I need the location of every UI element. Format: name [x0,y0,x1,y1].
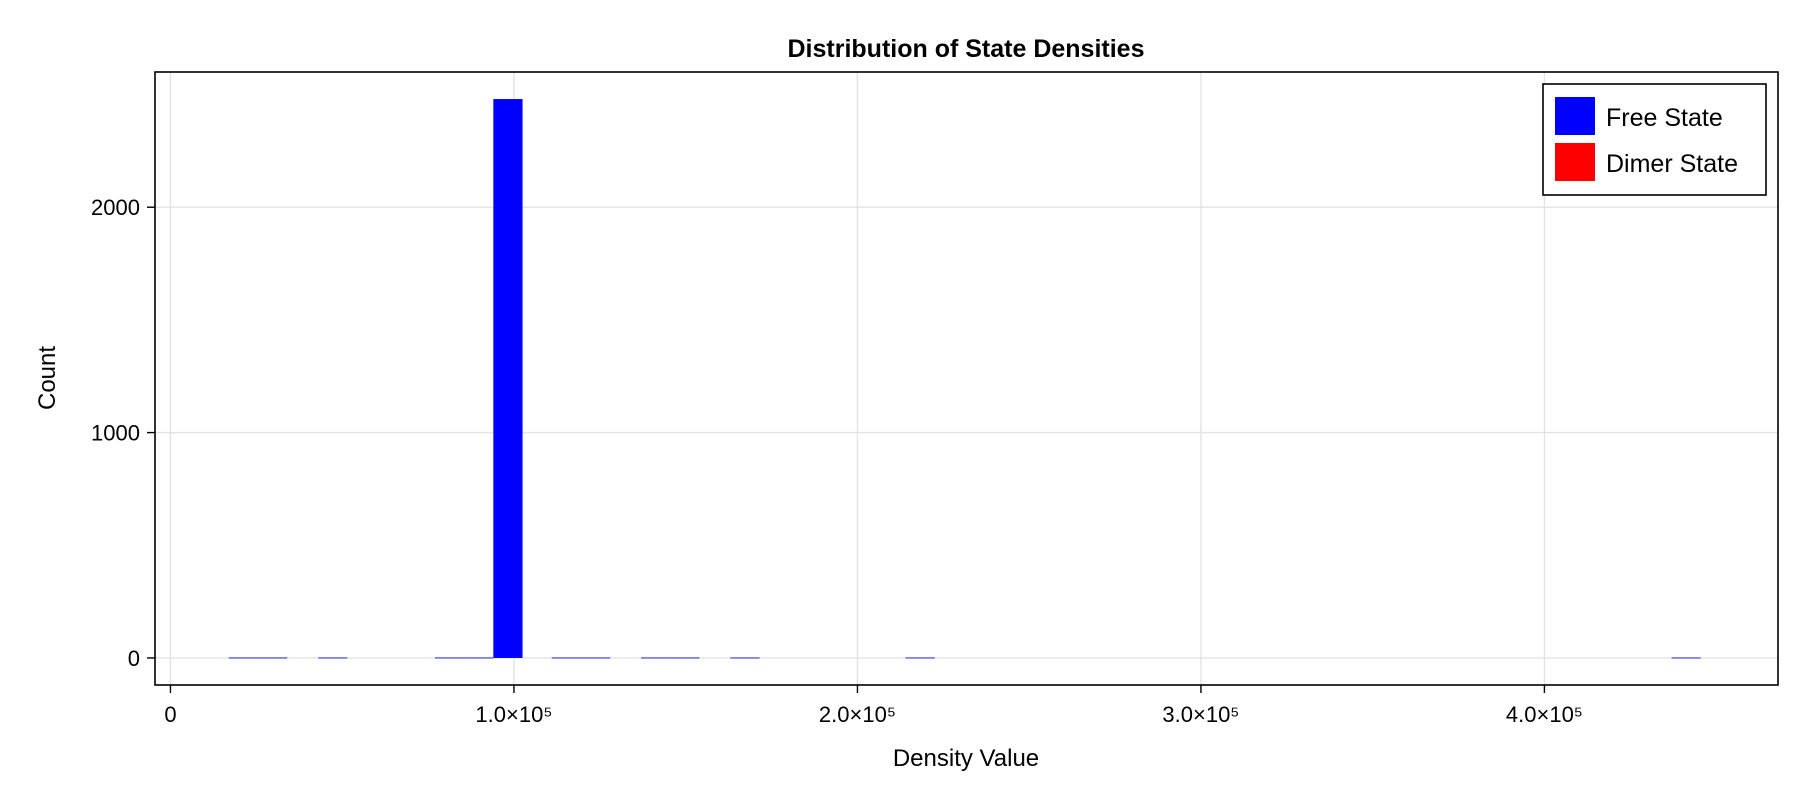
legend-item-free-state: Free State [1555,97,1723,135]
y-tick-label: 2000 [91,195,140,220]
x-tick-label: 1.0×10⁵ [475,702,552,727]
bar-free-state [730,657,760,659]
bar-free-state [493,99,523,658]
legend-swatch-free-state [1555,97,1595,135]
legend-swatch-dimer-state [1555,143,1595,181]
bar-free-state [228,657,259,659]
bar-free-state [318,657,348,659]
legend-label-free-state: Free State [1606,104,1723,132]
bar-free-state [641,657,671,659]
bar-free-state [905,657,935,659]
bar-free-state [464,657,494,659]
legend-label-dimer-state: Dimer State [1606,150,1738,178]
x-axis-ticks: 0 1.0×10⁵ 2.0×10⁵ 3.0×10⁵ 4.0×10⁵ [164,685,1583,727]
x-tick-label: 2.0×10⁵ [819,702,896,727]
y-tick-label: 0 [128,646,140,671]
y-tick-label: 1000 [91,421,140,446]
x-axis-label: Density Value [893,745,1039,772]
bar-free-state [670,657,700,659]
plot-frame [154,71,1779,686]
legend-item-dimer-state: Dimer State [1555,143,1738,181]
y-axis-ticks: 0 1000 2000 [91,195,155,671]
bar-free-state [434,657,465,659]
bars-layer [228,99,1701,659]
chart-title: Distribution of State Densities [788,35,1145,63]
bar-free-state [551,657,581,659]
legend: Free State Dimer State [1542,83,1767,196]
y-axis-label: Count [34,346,61,410]
bar-free-state [258,657,288,659]
bar-free-state [1671,657,1701,659]
x-tick-label: 0 [164,702,176,727]
x-tick-label: 4.0×10⁵ [1506,702,1583,727]
x-tick-label: 3.0×10⁵ [1162,702,1239,727]
bar-free-state [580,657,611,659]
